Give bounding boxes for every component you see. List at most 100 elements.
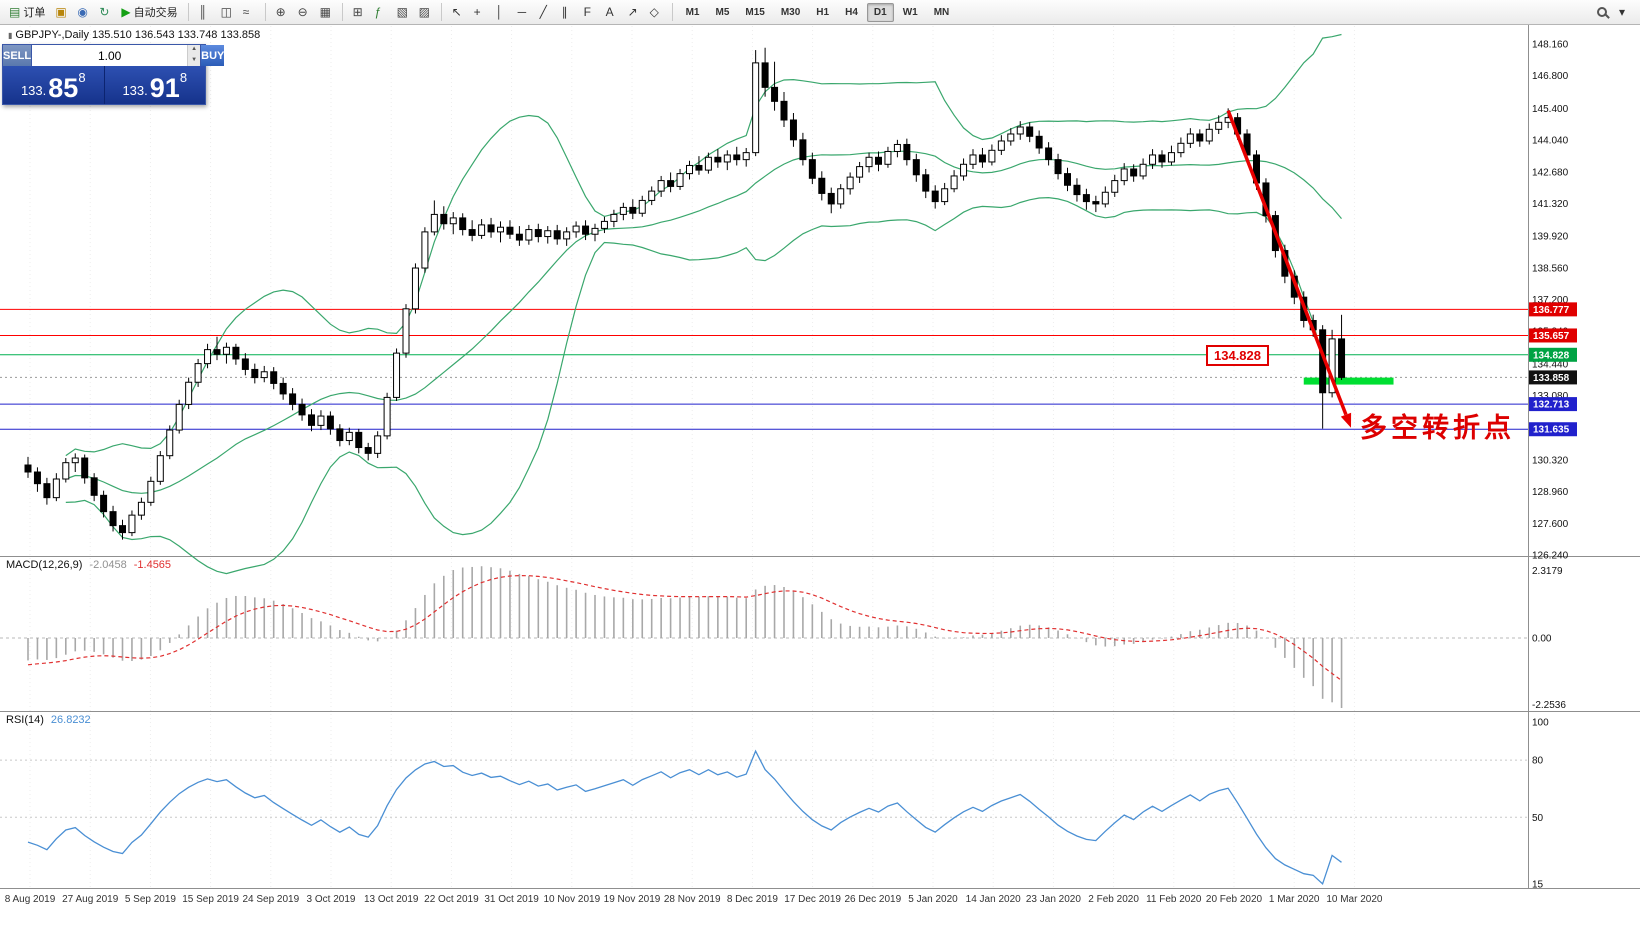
svg-text:144.040: 144.040 bbox=[1532, 136, 1569, 147]
volume-up-button[interactable]: ▲ bbox=[188, 45, 201, 56]
one-click-trading-panel: SELL ▲ ▼ BUY 133.858 133.918 bbox=[2, 44, 225, 105]
chart-icon: ▮ bbox=[8, 31, 13, 40]
chart-windows-button[interactable]: ▣ bbox=[51, 2, 71, 22]
svg-text:8 Aug 2019: 8 Aug 2019 bbox=[5, 894, 56, 905]
line-chart-button[interactable]: ≈ bbox=[239, 2, 259, 22]
svg-text:130.320: 130.320 bbox=[1532, 455, 1569, 466]
svg-text:10 Mar 2020: 10 Mar 2020 bbox=[1326, 894, 1383, 905]
text-button[interactable]: A bbox=[602, 2, 622, 22]
cursor-button[interactable]: ↖ bbox=[448, 2, 468, 22]
svg-text:19 Nov 2019: 19 Nov 2019 bbox=[604, 894, 661, 905]
macd-label: MACD(12,26,9) -2.0458 -1.4565 bbox=[6, 559, 171, 571]
autotrading-button-label: 自动交易 bbox=[133, 7, 178, 19]
vertical-line-button[interactable]: │ bbox=[492, 2, 512, 22]
fibonacci-button[interactable]: F bbox=[580, 2, 600, 22]
sell-price-sup: 8 bbox=[78, 70, 86, 85]
price-annotation-box: 134.828 bbox=[1206, 345, 1269, 366]
timeframe-MN-button[interactable]: MN bbox=[933, 6, 950, 18]
templates-icon: ▨ bbox=[418, 5, 430, 19]
timeframe-H1-button[interactable]: H1 bbox=[816, 6, 830, 18]
sell-price-small: 133. bbox=[20, 83, 47, 98]
toolbar-more-button[interactable]: ▾ bbox=[1615, 2, 1635, 22]
bar-chart-button[interactable]: ║ bbox=[195, 2, 215, 22]
svg-text:148.160: 148.160 bbox=[1532, 40, 1569, 51]
symbol-info: ▮ GBPJPY-,Daily 135.510 136.543 133.748 1… bbox=[8, 29, 260, 41]
market-watch-button[interactable]: ◉ bbox=[73, 2, 93, 22]
panel-frames bbox=[0, 25, 1640, 889]
svg-text:128.960: 128.960 bbox=[1532, 487, 1569, 498]
toolbar-separator bbox=[264, 3, 266, 21]
tile-windows-button[interactable]: ▦ bbox=[316, 2, 336, 22]
price-divider bbox=[103, 66, 105, 104]
horizontal-line-icon: ─ bbox=[517, 5, 527, 19]
svg-text:136.777: 136.777 bbox=[1533, 305, 1570, 316]
timeframe-D1-button[interactable]: D1 bbox=[866, 2, 894, 22]
buy-price-sup: 8 bbox=[179, 70, 188, 85]
svg-text:28 Nov 2019: 28 Nov 2019 bbox=[664, 894, 721, 905]
zoom-in-button[interactable]: ⊕ bbox=[272, 2, 292, 22]
indicators-icon: ƒ bbox=[374, 5, 382, 19]
new-order-button[interactable]: ▤ 订单 bbox=[5, 2, 49, 22]
buy-button[interactable]: BUY bbox=[201, 45, 225, 66]
toolbar-separator bbox=[671, 3, 673, 21]
fibonacci-icon: F bbox=[583, 5, 591, 19]
volume-down-button[interactable]: ▼ bbox=[188, 55, 201, 66]
sell-price-panel[interactable]: 133. 85 8 bbox=[3, 66, 104, 104]
svg-text:142.680: 142.680 bbox=[1532, 167, 1569, 178]
svg-text:23 Jan 2020: 23 Jan 2020 bbox=[1026, 894, 1081, 905]
rsi-name: RSI(14) bbox=[6, 714, 44, 726]
svg-text:15: 15 bbox=[1532, 880, 1544, 891]
horizontal-line-button[interactable]: ─ bbox=[514, 2, 534, 22]
channel-button[interactable]: ∥ bbox=[558, 2, 578, 22]
refresh-button[interactable]: ↻ bbox=[95, 2, 115, 22]
tile-windows-icon: ▦ bbox=[319, 5, 331, 19]
svg-text:22 Oct 2019: 22 Oct 2019 bbox=[424, 894, 479, 905]
bar-chart-icon: ║ bbox=[198, 5, 208, 19]
market-watch-icon: ◉ bbox=[77, 5, 88, 19]
timeframe-M1-button[interactable]: M1 bbox=[685, 6, 700, 18]
shapes-button[interactable]: ◇ bbox=[646, 2, 666, 22]
timeframe-H4-button[interactable]: H4 bbox=[845, 6, 858, 18]
svg-text:134.440: 134.440 bbox=[1532, 359, 1569, 370]
periods-button[interactable]: ▧ bbox=[393, 2, 413, 22]
volume-input[interactable] bbox=[32, 45, 188, 66]
price-axis[interactable]: 148.160 146.800 145.400 144.040 142.680 141.3… bbox=[1532, 40, 1569, 562]
svg-text:146.800: 146.800 bbox=[1532, 71, 1569, 82]
timeframe-M30-button[interactable]: M30 bbox=[780, 6, 801, 18]
time-axis[interactable]: 8 Aug 2019 27 Aug 2019 5 Sep 2019 15 Sep 20… bbox=[5, 894, 1383, 905]
svg-text:20 Feb 2020: 20 Feb 2020 bbox=[1206, 894, 1263, 905]
svg-text:10 Nov 2019: 10 Nov 2019 bbox=[543, 894, 600, 905]
zoom-out-button[interactable]: ⊖ bbox=[294, 2, 314, 22]
sell-button[interactable]: SELL bbox=[3, 45, 32, 66]
timeframe-M15-button[interactable]: M15 bbox=[745, 6, 765, 18]
buy-price-big: 91 bbox=[149, 73, 180, 103]
autotrading-button[interactable]: ▶ 自动交易 bbox=[117, 2, 181, 22]
crosshair-icon: + bbox=[473, 5, 481, 19]
svg-text:141.320: 141.320 bbox=[1532, 199, 1569, 210]
timeframe-M5-button[interactable]: M5 bbox=[715, 6, 730, 18]
svg-text:1 Mar 2020: 1 Mar 2020 bbox=[1269, 894, 1320, 905]
toolbar: ▤ 订单 ▣ ◉ ↻ ▶ 自动交易 ║ ◫ ≈ ⊕ ⊖ ▦ ⊞ ƒ ▧ ▨ ↖ + │ ─ ╱ ∥ F A ↗ ◇ M1 M5 M15 M… bbox=[0, 0, 1640, 25]
indicators-button[interactable]: ƒ bbox=[371, 2, 391, 22]
volume-control: ▲ ▼ bbox=[31, 45, 202, 66]
price-tags: 136.777 135.657 134.828 132.713 131.635 133.8… bbox=[1529, 302, 1577, 437]
symbol-search-button[interactable] bbox=[1593, 2, 1613, 22]
arrows-button[interactable]: ↗ bbox=[624, 2, 644, 22]
search-icon bbox=[1597, 7, 1607, 17]
svg-text:100: 100 bbox=[1532, 718, 1549, 729]
templates-button[interactable]: ▨ bbox=[415, 2, 435, 22]
timeframe-toolbar: M1 M5 M15 M30 H1 H4 D1 W1 MN bbox=[678, 2, 958, 22]
candlestick-chart-button[interactable]: ◫ bbox=[217, 2, 237, 22]
crosshair-button[interactable]: + bbox=[470, 2, 490, 22]
turning-point-annotation: 多空转折点 bbox=[1360, 413, 1515, 443]
svg-text:127.600: 127.600 bbox=[1532, 519, 1569, 530]
trendline-button[interactable]: ╱ bbox=[536, 2, 556, 22]
timeframe-W1-button[interactable]: W1 bbox=[902, 6, 918, 18]
trendline-icon: ╱ bbox=[539, 5, 547, 19]
sell-price-big: 85 bbox=[48, 73, 79, 103]
channel-icon: ∥ bbox=[561, 5, 568, 19]
new-chart-button[interactable]: ⊞ bbox=[349, 2, 369, 22]
buy-price-panel[interactable]: 133. 91 8 bbox=[105, 66, 206, 104]
horizontal-level-lines bbox=[0, 308, 1528, 430]
